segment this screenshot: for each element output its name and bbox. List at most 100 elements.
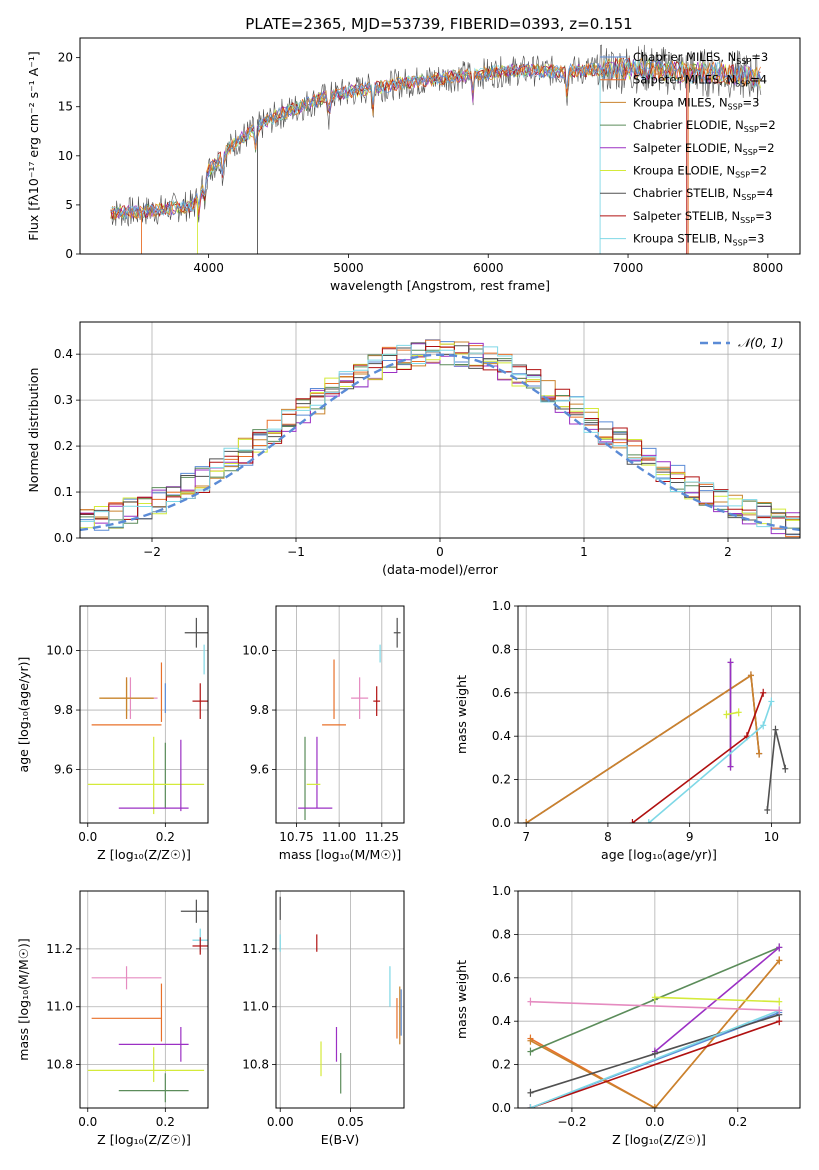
y-tick-label: 9.8: [54, 703, 73, 717]
y-axis-label: Flux [fλ10⁻¹⁷ erg cm⁻² s⁻¹ A⁻¹]: [26, 51, 41, 240]
x-tick-label: 8000: [753, 261, 784, 275]
x-tick-label: 4000: [193, 261, 224, 275]
y-tick-label: 11.0: [242, 1000, 269, 1014]
legend-label: Salpeter MILES, NSSP=4: [633, 73, 767, 89]
plot-area: [527, 943, 783, 1108]
y-tick-label: 0.2: [492, 1058, 511, 1072]
spectrum-series-line: [110, 58, 761, 220]
plot-area: [87, 617, 208, 815]
x-tick-label: 0.2: [156, 830, 175, 844]
y-axis-label: mass [log₁₀(M/M☉)]: [16, 938, 31, 1060]
x-tick-label: 0.2: [728, 1115, 747, 1129]
x-axis-label: Z [log₁₀(Z/Z☉)]: [97, 847, 191, 862]
axes-frame: [275, 890, 405, 1109]
y-tick-label: 10.8: [46, 1058, 73, 1072]
y-tick-label: 0.3: [54, 393, 73, 407]
x-axis-label: (data-model)/error: [382, 562, 499, 577]
x-tick-label: 0.0: [78, 830, 97, 844]
legend-label: Kroupa STELIB, NSSP=3: [633, 232, 764, 248]
y-tick-label: 0.4: [54, 347, 73, 361]
legend-label: Chabrier MILES, NSSP=3: [633, 50, 768, 66]
y-tick-label: 11.2: [46, 942, 73, 956]
y-tick-label: 0.4: [492, 729, 511, 743]
x-tick-label: 8: [604, 830, 612, 844]
y-tick-label: 0.2: [54, 439, 73, 453]
x-tick-label: 0.2: [156, 1115, 175, 1129]
x-tick-label: 5000: [333, 261, 364, 275]
panel-age-vs-mass: 10.75 11.00 11.25 9.6 9.8 10.0 mass [log₁₀(M/M…: [242, 605, 405, 862]
legend-label: Kroupa ELODIE, NSSP=2: [633, 164, 767, 180]
plot-area: [80, 339, 800, 538]
x-axis-label: Z [log₁₀(Z/Z☉)]: [612, 1132, 706, 1147]
normal-reference-curve: [80, 353, 800, 532]
residual-histogram: [80, 342, 800, 535]
weight-line: [766, 729, 787, 811]
x-axis-label: wavelength [Angstrom, rest frame]: [330, 278, 550, 293]
y-tick-label: 0.6: [492, 971, 511, 985]
y-tick-label: 0: [65, 247, 73, 261]
plot-area: [523, 658, 789, 823]
axes-frame: [79, 321, 801, 539]
y-tick-label: 0.8: [492, 927, 511, 941]
spectrum-series-line: [110, 57, 761, 220]
x-tick-label: 7000: [613, 261, 644, 275]
y-tick-label: 5: [65, 198, 73, 212]
legend-label: Kroupa MILES, NSSP=3: [633, 95, 759, 111]
y-tick-label: 10: [58, 149, 73, 163]
x-tick-label: 7: [522, 830, 530, 844]
panel-mass-vs-ebv: 0.00 0.05 10.8 11.0 11.2 E(B-V): [242, 890, 405, 1147]
x-axis-label: age [log₁₀(age/yr)]: [601, 847, 717, 862]
y-axis-label: age [log₁₀(age/yr)]: [16, 657, 31, 773]
y-tick-label: 9.8: [250, 703, 269, 717]
residual-histogram: [80, 344, 800, 528]
axes-frame: [517, 605, 801, 824]
y-tick-label: 0.0: [492, 816, 511, 830]
plot-area: [279, 896, 402, 1094]
y-tick-label: 0.0: [492, 1101, 511, 1115]
axes-frame: [79, 890, 209, 1109]
x-tick-label: 11.25: [365, 830, 399, 844]
spectrum-series-line: [110, 44, 762, 227]
legend-label: Salpeter ELODIE, NSSP=2: [633, 141, 775, 157]
legend-label: Chabrier ELODIE, NSSP=2: [633, 118, 776, 134]
x-tick-label: 0.00: [267, 1115, 294, 1129]
y-tick-label: 15: [58, 100, 73, 114]
x-tick-label: −2: [143, 545, 161, 559]
y-tick-label: 0.1: [54, 485, 73, 499]
panel-mass-weight-vs-Z: −0.2 0.0 0.2 0.0 0.2 0.4 0.6 0.8 1.0 Z [log₁₀(Z/Z…: [454, 884, 801, 1147]
axes-frame: [275, 605, 405, 824]
x-tick-label: 0.0: [78, 1115, 97, 1129]
weight-line: [525, 674, 760, 823]
axes-frame: [79, 37, 801, 255]
panel-residuals: −2 −1 0 1 2 0.0 0.1 0.2 0.3 0.4 (data-model)/error…: [26, 321, 801, 577]
x-tick-label: 0.0: [645, 1115, 664, 1129]
x-axis-label: mass [log₁₀(M/M☉)]: [279, 847, 401, 862]
y-tick-label: 9.6: [54, 762, 73, 776]
plot-area: [298, 617, 401, 821]
axes-frame: [79, 605, 209, 824]
panel-spectrum: 4000 5000 6000 7000 8000 0 5 10 15 20 wavelength […: [26, 37, 801, 293]
y-axis-label: mass weight: [454, 675, 469, 754]
y-tick-label: 0.4: [492, 1014, 511, 1028]
y-axis-label: mass weight: [454, 960, 469, 1039]
x-axis-label: E(B-V): [321, 1132, 360, 1147]
x-tick-label: 2: [724, 545, 732, 559]
x-tick-label: −0.2: [557, 1115, 586, 1129]
y-tick-label: 10.0: [242, 644, 269, 658]
weight-line: [631, 692, 764, 823]
spectrum-series-line: [110, 57, 761, 221]
residual-histogram: [80, 345, 800, 520]
x-tick-label: 10: [764, 830, 779, 844]
spectrum-legend: Chabrier MILES, NSSP=3 Salpeter MILES, NS…: [600, 50, 776, 248]
x-tick-label: 10.75: [279, 830, 313, 844]
x-tick-label: 11.00: [322, 830, 356, 844]
panel-mass-weight-vs-age: 7 8 9 10 0.0 0.2 0.4 0.6 0.8 1.0 age [log₁₀(age/yr…: [454, 599, 801, 862]
y-tick-label: 0.0: [54, 531, 73, 545]
y-tick-label: 1.0: [492, 599, 511, 613]
axes-frame: [517, 890, 801, 1109]
y-tick-label: 10.8: [242, 1058, 269, 1072]
panel-age-vs-Z: 0.0 0.2 9.6 9.8 10.0 Z [log₁₀(Z/Z☉)] age [log₁…: [16, 605, 209, 862]
y-axis-label: Normed distribution: [26, 368, 41, 493]
panel-mass-vs-Z: 0.0 0.2 10.8 11.0 11.2 Z [log₁₀(Z/Z☉)] mass [l…: [16, 890, 209, 1147]
